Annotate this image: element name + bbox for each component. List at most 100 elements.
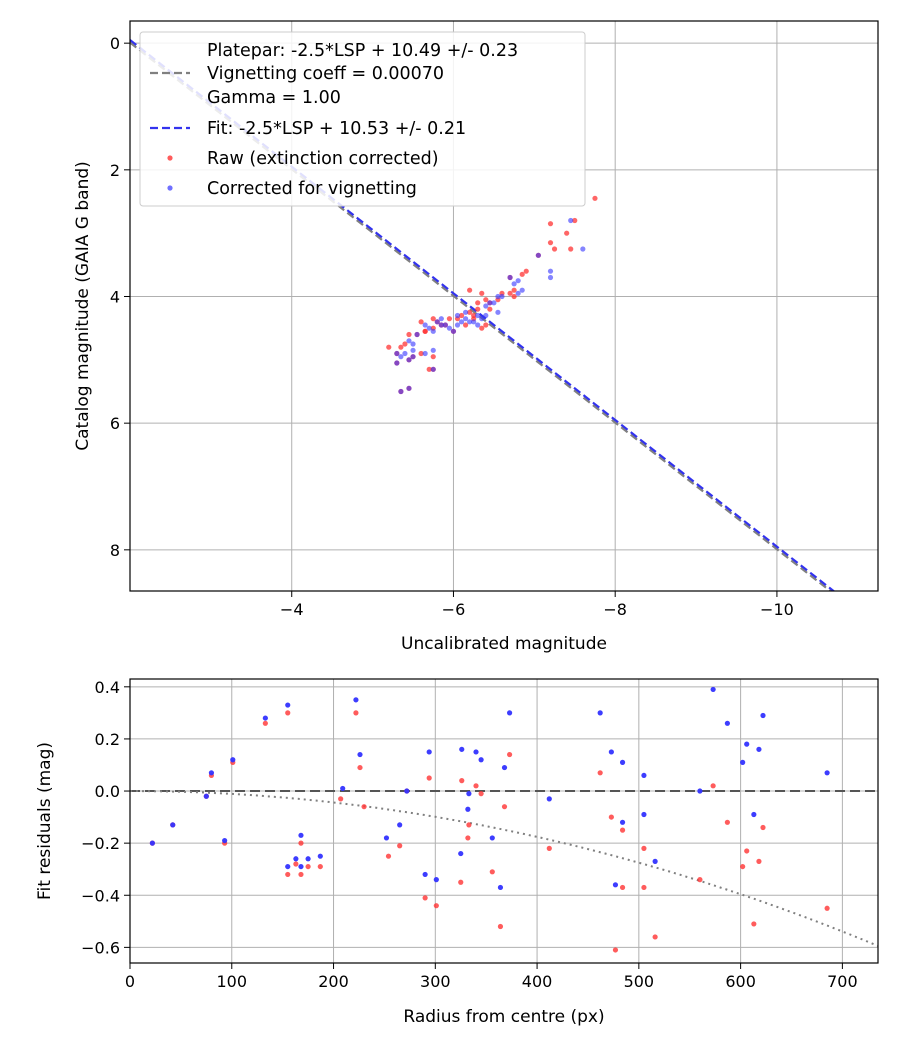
corrected-point <box>298 832 304 838</box>
raw-point <box>397 843 403 849</box>
y-tick-label: −0.6 <box>81 938 120 957</box>
raw-point <box>619 884 626 891</box>
corrected-point <box>208 770 215 776</box>
corrected-point <box>697 788 703 794</box>
corrected-point <box>515 290 521 296</box>
raw-point <box>422 895 428 901</box>
corrected-point <box>506 710 513 716</box>
raw-point <box>568 246 574 252</box>
corrected-point <box>580 246 586 252</box>
raw-point <box>426 366 432 372</box>
x-tick-label: 400 <box>522 972 553 991</box>
x-tick-label: 700 <box>827 972 858 991</box>
legend-platepar-line-3: Gamma = 1.00 <box>207 88 341 108</box>
corrected-point <box>410 341 416 347</box>
raw-point <box>546 845 552 851</box>
corrected-point <box>511 281 517 287</box>
raw-point <box>506 751 513 758</box>
y-tick-label: 0 <box>110 34 120 53</box>
raw-point <box>724 819 730 825</box>
corrected-point <box>641 811 647 818</box>
corrected-point <box>222 837 228 844</box>
corrected-point <box>641 772 647 779</box>
raw-point <box>511 293 517 300</box>
y-tick-label: 0.4 <box>95 678 120 697</box>
top-y-ticks: 0 2 4 6 8 <box>110 34 130 560</box>
raw-point <box>619 827 626 833</box>
corrected-point <box>406 338 412 344</box>
legend-fit-label: Fit: -2.5*LSP + 10.53 +/- 0.21 <box>207 119 466 139</box>
raw-point <box>519 271 525 277</box>
corrected-point <box>353 697 359 703</box>
raw-point <box>285 871 291 878</box>
corrected-point <box>568 217 574 224</box>
corrected-point <box>454 322 461 328</box>
raw-point <box>317 863 323 870</box>
corrected-point <box>438 316 444 322</box>
raw-point <box>740 863 746 870</box>
raw-point <box>298 871 304 878</box>
raw-point <box>298 840 304 846</box>
x-tick-label: 200 <box>318 972 349 991</box>
corrected-point <box>410 347 416 353</box>
raw-point <box>430 354 436 360</box>
legend-platepar-line-1: Platepar: -2.5*LSP + 10.49 +/- 0.23 <box>207 41 518 61</box>
corrected-point <box>491 300 497 306</box>
corrected-point <box>499 293 505 300</box>
top-scatter-points <box>386 195 598 395</box>
corrected-point <box>751 811 757 818</box>
corrected-point <box>475 322 481 328</box>
bottom-y-axis-label: Fit residuals (mag) <box>35 742 55 900</box>
raw-point <box>612 947 619 953</box>
corrected-point <box>442 322 448 328</box>
raw-point <box>467 309 473 315</box>
top-y-axis-label: Catalog magnitude (GAIA G band) <box>73 161 93 451</box>
x-tick-label: 600 <box>725 972 756 991</box>
legend: Platepar: -2.5*LSP + 10.49 +/- 0.23 Vign… <box>139 31 586 207</box>
y-tick-label: −0.4 <box>81 886 120 905</box>
corrected-point <box>430 347 436 353</box>
x-tick-label: −8 <box>603 600 627 619</box>
corrected-point <box>462 316 469 322</box>
corrected-point <box>608 749 614 755</box>
raw-point <box>398 344 404 350</box>
corrected-point <box>285 702 291 708</box>
raw-point <box>446 316 453 322</box>
corrected-point <box>410 354 416 360</box>
raw-point <box>459 778 465 784</box>
raw-point <box>478 791 484 797</box>
corrected-point <box>203 793 209 799</box>
raw-point <box>433 903 439 909</box>
corrected-point <box>487 300 493 306</box>
y-tick-label: −0.2 <box>81 834 120 853</box>
bottom-y-ticks: 0.4 0.2 0.0 −0.2 −0.4 −0.6 <box>81 678 130 957</box>
x-tick-label: 100 <box>216 972 247 991</box>
bottom-reference-lines <box>130 790 878 947</box>
bottom-x-ticks: 0 100 200 300 400 500 600 700 <box>125 963 858 991</box>
corrected-point <box>422 350 428 357</box>
raw-point <box>483 322 489 328</box>
top-x-ticks: −4 −6 −8 −10 <box>280 591 794 619</box>
corrected-point <box>230 757 236 763</box>
raw-point <box>357 764 363 771</box>
raw-point <box>385 853 392 859</box>
corrected-point <box>756 746 762 752</box>
corrected-point <box>462 309 469 315</box>
raw-point <box>402 341 408 347</box>
corrected-point <box>394 350 400 357</box>
corrected-point <box>446 325 453 331</box>
raw-point <box>597 770 603 776</box>
legend-corrected-label: Corrected for vignetting <box>207 179 417 199</box>
raw-point <box>551 246 558 252</box>
corrected-point <box>450 328 457 334</box>
raw-point <box>523 268 529 274</box>
bottom-chart: 0 100 200 300 400 500 600 700 0.4 0.2 0.0 −0.2 −0.4… <box>35 678 879 1027</box>
corrected-point <box>597 710 603 716</box>
y-tick-label: 0.2 <box>95 730 120 749</box>
corrected-point <box>740 759 746 765</box>
corrected-point <box>467 319 473 325</box>
x-tick-label: 500 <box>624 972 655 991</box>
corrected-point <box>317 853 323 859</box>
raw-point <box>592 195 598 201</box>
